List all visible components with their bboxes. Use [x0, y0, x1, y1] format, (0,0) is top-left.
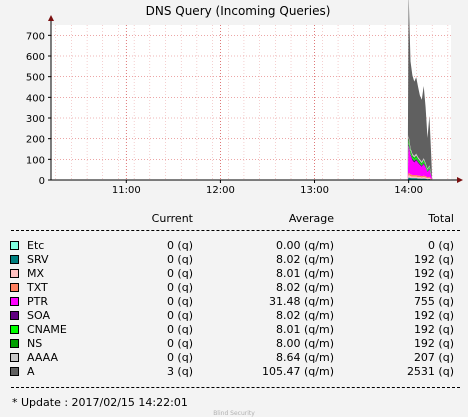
table-row: A 3 (q) 105.47 (q/m) 2531 (q): [0, 365, 468, 379]
row-average: 105.47 (q/m): [262, 365, 334, 378]
row-total: 192 (q): [413, 253, 454, 266]
y-tick-label: 700: [26, 31, 45, 42]
row-current: 0 (q): [166, 281, 193, 294]
legend-swatch: [10, 311, 19, 320]
x-tick-label: 13:00: [300, 185, 329, 196]
x-tick-label: 12:00: [206, 185, 235, 196]
table-row: Etc 0 (q) 0.00 (q/m) 0 (q): [0, 239, 468, 253]
table-row: TXT 0 (q) 8.02 (q/m) 192 (q): [0, 281, 468, 295]
legend-swatch: [10, 241, 19, 250]
y-tick-label: 100: [26, 155, 45, 166]
bottom-divider: [11, 387, 460, 388]
row-label: CNAME: [27, 323, 67, 336]
row-current: 0 (q): [166, 267, 193, 280]
table-row: SOA 0 (q) 8.02 (q/m) 192 (q): [0, 309, 468, 323]
row-average: 8.00 (q/m): [276, 337, 334, 350]
header-average: Average: [288, 212, 334, 225]
legend-swatch: [10, 283, 19, 292]
row-average: 8.64 (q/m): [276, 351, 334, 364]
row-label: TXT: [27, 281, 48, 294]
row-average: 0.00 (q/m): [276, 239, 334, 252]
series-area-mx: [407, 175, 433, 180]
update-timestamp: * Update : 2017/02/15 14:22:01: [12, 396, 188, 409]
series-area-a: [407, 0, 433, 180]
row-current: 0 (q): [166, 323, 193, 336]
series-area-ptr: [407, 145, 433, 180]
table-row: MX 0 (q) 8.01 (q/m) 192 (q): [0, 267, 468, 281]
row-label: Etc: [27, 239, 45, 252]
row-current: 0 (q): [166, 253, 193, 266]
table-row: NS 0 (q) 8.00 (q/m) 192 (q): [0, 337, 468, 351]
legend-swatch: [10, 325, 19, 334]
legend-swatch: [10, 297, 19, 306]
header-current: Current: [151, 212, 193, 225]
row-total: 755 (q): [413, 295, 454, 308]
row-average: 8.02 (q/m): [276, 309, 334, 322]
table-row: PTR 0 (q) 31.48 (q/m) 755 (q): [0, 295, 468, 309]
legend-swatch: [10, 255, 19, 264]
row-label: PTR: [27, 295, 48, 308]
y-tick-label: 300: [26, 114, 45, 125]
row-label: MX: [27, 267, 45, 280]
chart-title: DNS Query (Incoming Queries): [146, 4, 331, 18]
y-tick-label: 400: [26, 93, 45, 104]
row-label: NS: [27, 337, 43, 350]
top-divider: [11, 230, 460, 231]
row-label: AAAA: [27, 351, 59, 364]
row-average: 8.02 (q/m): [276, 253, 334, 266]
row-current: 0 (q): [166, 351, 193, 364]
y-tick-label: 0: [39, 176, 45, 187]
row-average: 8.02 (q/m): [276, 281, 334, 294]
row-current: 0 (q): [166, 309, 193, 322]
row-total: 192 (q): [413, 267, 454, 280]
y-tick-label: 500: [26, 73, 45, 84]
row-current: 0 (q): [166, 295, 193, 308]
row-total: 192 (q): [413, 323, 454, 336]
legend-swatch: [10, 353, 19, 362]
series-area-srv: [407, 177, 433, 180]
row-total: 192 (q): [413, 309, 454, 322]
y-tick-label: 200: [26, 135, 45, 146]
row-average: 8.01 (q/m): [276, 323, 334, 336]
row-average: 31.48 (q/m): [269, 295, 334, 308]
row-total: 207 (q): [413, 351, 454, 364]
table-header: Current Average Total: [0, 212, 468, 226]
row-total: 2531 (q): [406, 365, 454, 378]
row-average: 8.01 (q/m): [276, 267, 334, 280]
y-axis-arrow: [48, 15, 54, 21]
row-total: 0 (q): [427, 239, 454, 252]
y-tick-label: 600: [26, 52, 45, 63]
legend-swatch: [10, 269, 19, 278]
row-total: 192 (q): [413, 281, 454, 294]
x-tick-label: 14:00: [394, 185, 423, 196]
footer-brand: Blind Security: [213, 410, 255, 417]
plot-area: [51, 25, 451, 180]
table-row: SRV 0 (q) 8.02 (q/m) 192 (q): [0, 253, 468, 267]
header-total: Total: [428, 212, 454, 225]
table-row: CNAME 0 (q) 8.01 (q/m) 192 (q): [0, 323, 468, 337]
row-current: 0 (q): [166, 239, 193, 252]
row-label: SOA: [27, 309, 50, 322]
x-tick-label: 11:00: [112, 185, 141, 196]
row-current: 0 (q): [166, 337, 193, 350]
row-total: 192 (q): [413, 337, 454, 350]
table-row: AAAA 0 (q) 8.64 (q/m) 207 (q): [0, 351, 468, 365]
x-axis-arrow: [457, 177, 463, 183]
row-label: A: [27, 365, 35, 378]
row-label: SRV: [27, 253, 49, 266]
row-current: 3 (q): [166, 365, 193, 378]
series-area-txt: [407, 172, 433, 180]
legend-swatch: [10, 367, 19, 376]
dns-query-chart: DNS Query (Incoming Queries) 0 100 200 300 4…: [26, 0, 463, 196]
legend-swatch: [10, 339, 19, 348]
